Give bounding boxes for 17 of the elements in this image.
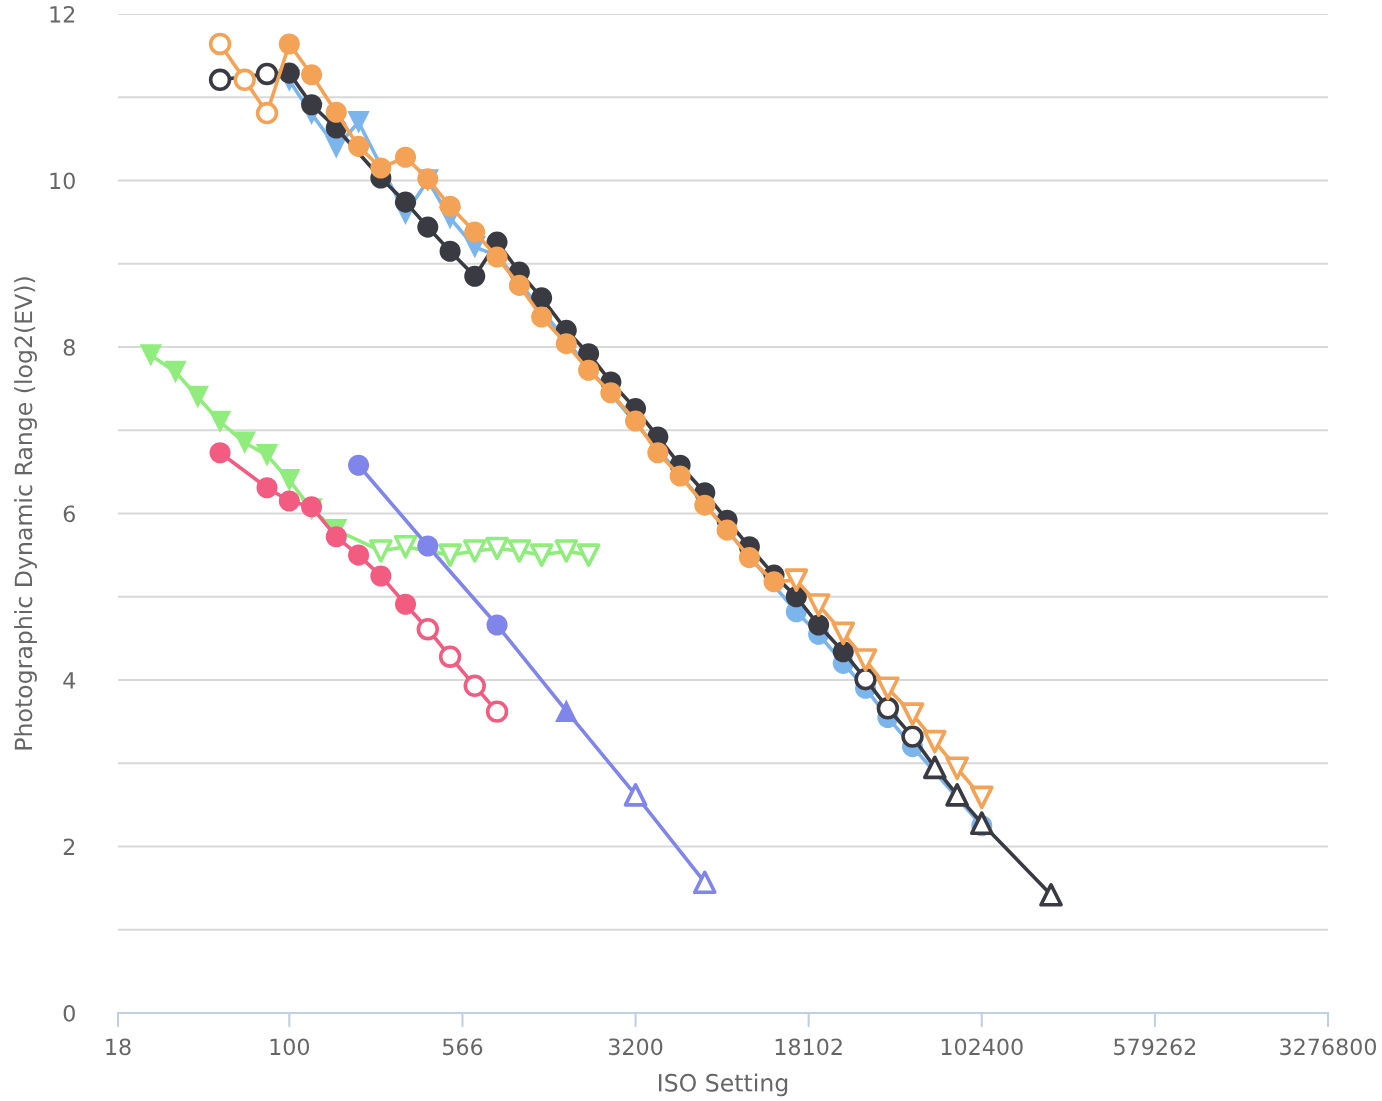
y-tick-label: 2 [63, 838, 75, 855]
y-tick-label: 6 [63, 505, 75, 523]
x-axis-title: ISO Setting [659, 1073, 788, 1097]
x-tick-label: 102400 [941, 1038, 1023, 1056]
y-tick-label: 0 [63, 1004, 75, 1022]
x-tick-label: 579262 [1114, 1038, 1196, 1056]
x-tick-label: 566 [442, 1038, 483, 1056]
x-tick-label: 100 [270, 1038, 310, 1056]
y-tick-label: 4 [63, 672, 76, 689]
x-tick-label: 3276800 [1280, 1038, 1377, 1056]
y-tick-label: 10 [50, 172, 75, 190]
y-tick-label: 8 [63, 338, 75, 356]
y-tick-label: 12 [50, 5, 75, 23]
x-tick-label: 3200 [608, 1038, 663, 1056]
x-tick-label: 18 [106, 1038, 131, 1056]
x-tick-label: 18102 [775, 1038, 842, 1056]
y-axis-title: Photographic Dynamic Range (log2(EV)) [14, 277, 37, 750]
